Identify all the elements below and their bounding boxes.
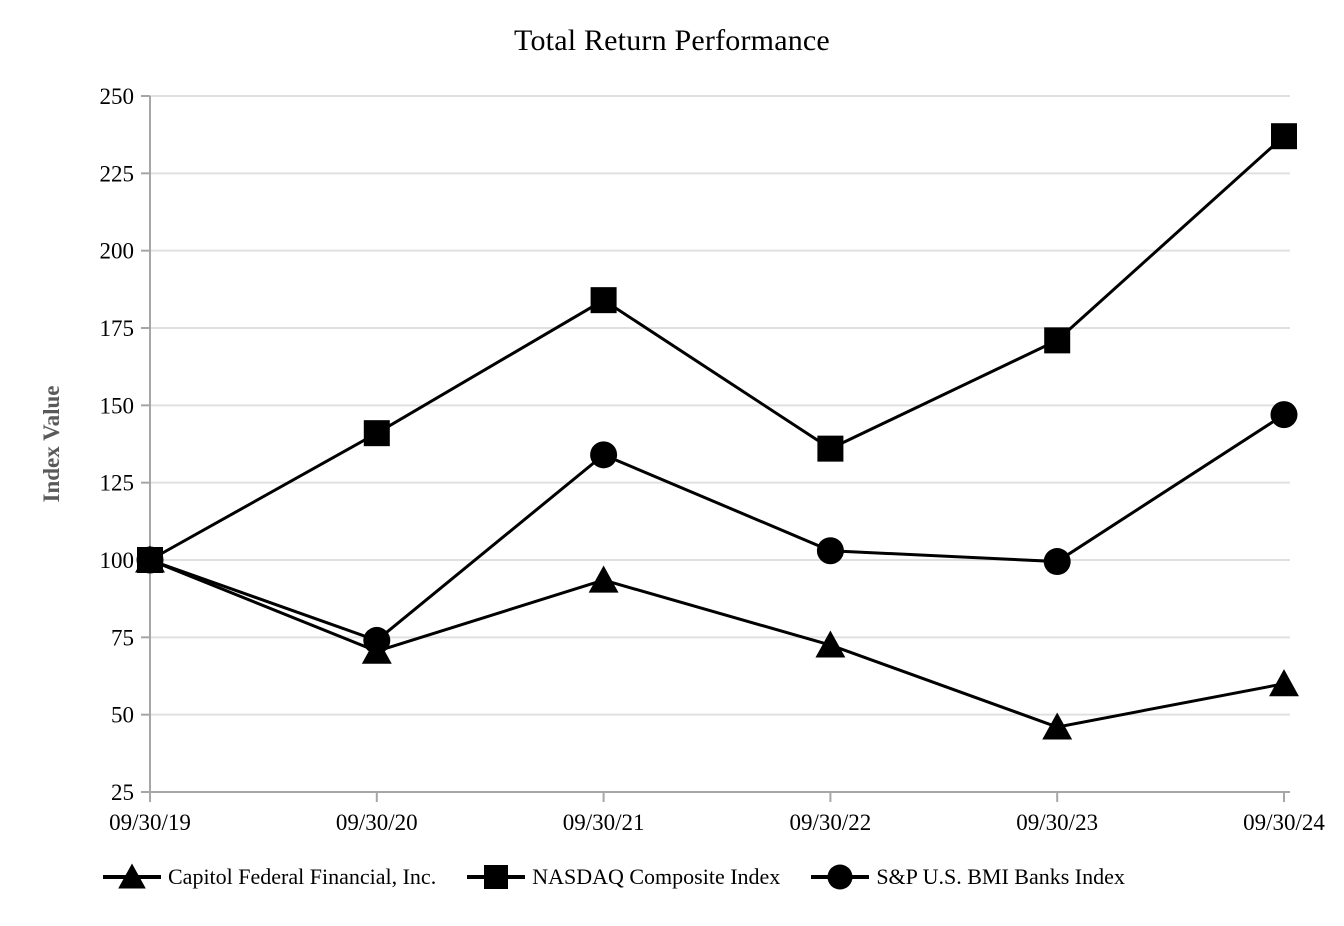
legend-triangle-marker-icon — [103, 863, 161, 889]
y-tick-label: 75 — [111, 625, 134, 650]
axes — [149, 96, 1290, 793]
x-tick-label: 09/30/20 — [336, 810, 418, 835]
legend-item-nasdaq-composite: NASDAQ Composite Index — [467, 861, 780, 893]
x-tick-label: 09/30/19 — [109, 810, 191, 835]
y-tick-label: 175 — [100, 316, 135, 341]
legend: Capitol Federal Financial, Inc. NASDAQ C… — [103, 858, 1125, 896]
x-tick-label: 09/30/23 — [1016, 810, 1098, 835]
legend-label: NASDAQ Composite Index — [532, 864, 781, 889]
y-tick-label: 125 — [100, 471, 135, 496]
tick-marks: 25 50 75 100 125 150 175 200 225 250 09/30/19 09/30… — [100, 84, 1326, 835]
series-circle — [136, 401, 1298, 654]
y-tick-label: 225 — [100, 161, 135, 186]
y-tick-label: 100 — [100, 548, 135, 573]
x-tick-label: 09/30/24 — [1243, 810, 1325, 835]
series-square — [137, 123, 1297, 573]
legend-item-sp-bmi-banks: S&P U.S. BMI Banks Index — [811, 861, 1125, 893]
legend-label: S&P U.S. BMI Banks Index — [876, 864, 1125, 889]
gridlines — [150, 95, 1290, 716]
chart-title: Total Return Performance — [514, 24, 830, 57]
legend-label: Capitol Federal Financial, Inc. — [168, 864, 437, 889]
legend-square-marker-icon — [467, 865, 526, 889]
y-tick-label: 50 — [111, 703, 134, 728]
x-tick-label: 09/30/22 — [790, 810, 872, 835]
x-tick-label: 09/30/21 — [563, 810, 645, 835]
legend-circle-marker-icon — [811, 864, 870, 890]
y-tick-label: 200 — [100, 239, 135, 264]
y-tick-label: 150 — [100, 393, 135, 418]
y-tick-label: 25 — [111, 780, 134, 805]
legend-item-capitol-federal: Capitol Federal Financial, Inc. — [103, 861, 436, 893]
y-tick-label: 250 — [100, 84, 135, 109]
series-triangle — [135, 545, 1299, 740]
